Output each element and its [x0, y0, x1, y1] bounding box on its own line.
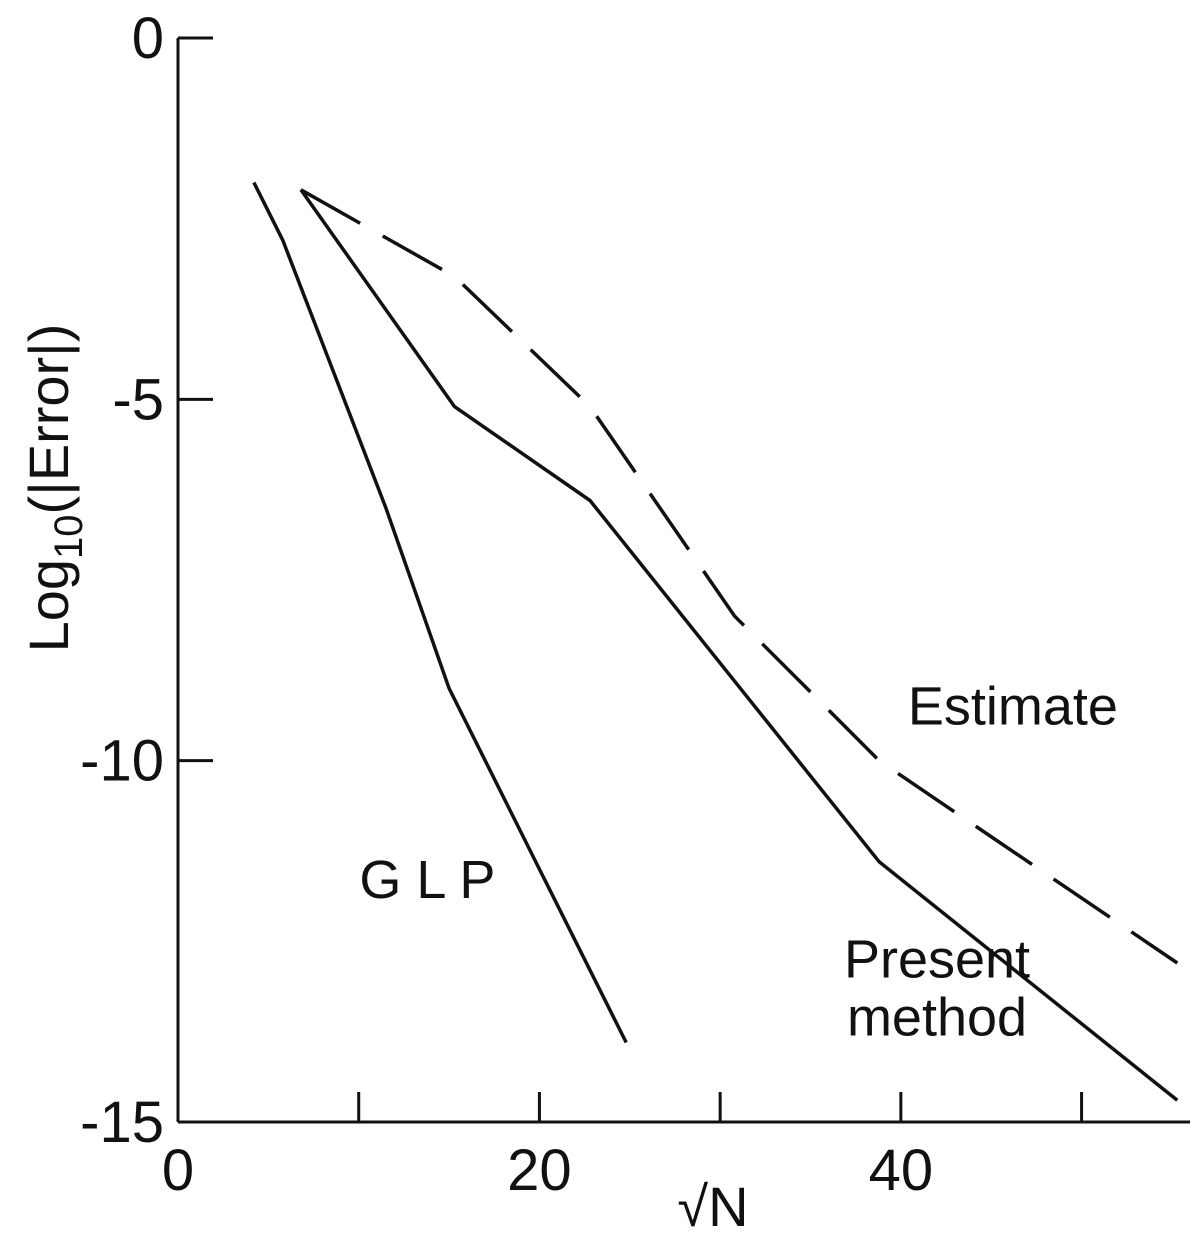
series-label-line: G L P — [359, 850, 495, 910]
series-group: G L P Present method Estimate — [252, 181, 1179, 1102]
x-tick-label: 20 — [507, 1138, 572, 1203]
y-tick-label: -10 — [80, 729, 164, 794]
y-label-rest: (|Error|) — [17, 324, 80, 515]
series-label-present-method: Present method — [844, 929, 1030, 1047]
y-label-main: Log — [17, 559, 80, 652]
y-tick-label: -5 — [112, 367, 164, 432]
x-axis-label: √N — [677, 1175, 748, 1236]
labels: √N Log10(|Error|) — [17, 324, 749, 1236]
x-tick-label: 40 — [869, 1138, 934, 1203]
y-tick-label: 0 — [132, 6, 164, 71]
series-line-estimate — [300, 188, 1179, 965]
axes — [176, 38, 1190, 1124]
y-tick-label: -15 — [80, 1090, 164, 1155]
series-label-line: Present — [844, 929, 1030, 989]
x-tick-label: 0 — [162, 1138, 194, 1203]
y-axis-label: Log10(|Error|) — [17, 324, 91, 653]
series-label-estimate: Estimate — [908, 677, 1118, 737]
y-label-subscript: 10 — [47, 514, 91, 559]
series-label-line: Estimate — [908, 677, 1118, 737]
ticks: 0-5-10-150 20 40 — [80, 6, 1084, 1203]
series-line-glp — [252, 181, 628, 1044]
series-label-glp: G L P — [359, 850, 495, 910]
series-line-present-method — [299, 188, 1179, 1102]
series-label-line: method — [847, 987, 1027, 1047]
